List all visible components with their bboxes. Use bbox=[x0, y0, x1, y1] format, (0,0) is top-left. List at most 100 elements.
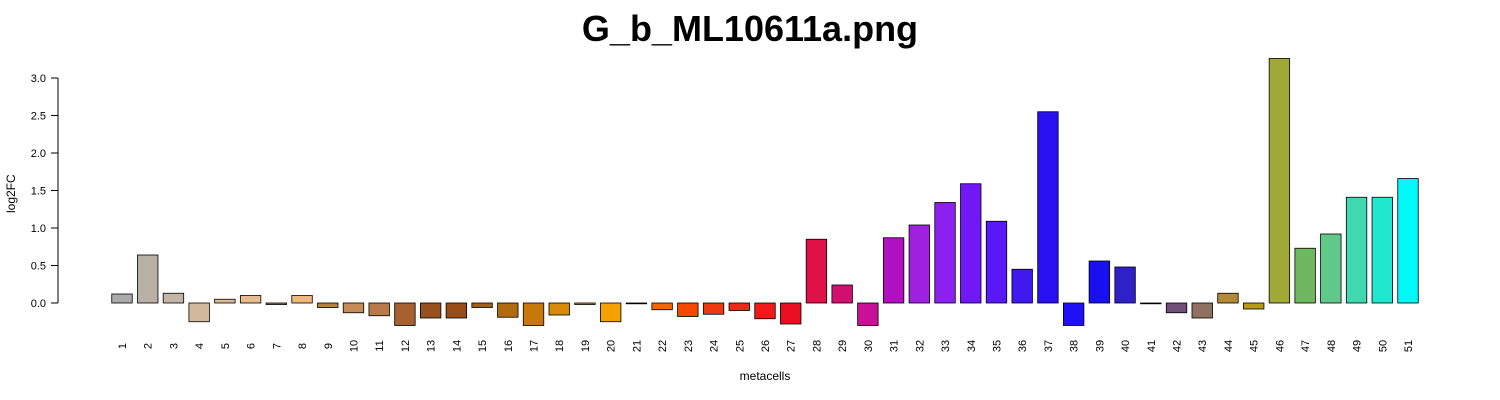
bar-30 bbox=[857, 302, 879, 326]
x-tick-label: 21 bbox=[631, 340, 643, 352]
bar-18 bbox=[548, 302, 570, 316]
bar-12 bbox=[394, 302, 416, 326]
x-tick-label: 28 bbox=[811, 340, 823, 352]
x-tick-label: 27 bbox=[786, 340, 798, 352]
bar-50 bbox=[1371, 196, 1393, 304]
x-tick-label: 32 bbox=[914, 340, 926, 352]
x-tick-label: 22 bbox=[657, 340, 669, 352]
bar-42 bbox=[1165, 302, 1188, 314]
x-tick-label: 19 bbox=[580, 340, 592, 352]
x-tick-label: 49 bbox=[1352, 340, 1364, 352]
bar-28 bbox=[805, 238, 828, 304]
bar-26 bbox=[754, 302, 776, 320]
bar-17 bbox=[522, 302, 545, 326]
x-tick-label: 12 bbox=[400, 340, 412, 352]
y-axis-label: log2FC bbox=[4, 174, 18, 213]
y-tick-label: 3.0 bbox=[31, 73, 46, 85]
bar-27 bbox=[780, 302, 802, 325]
bar-5 bbox=[214, 298, 236, 304]
bar-39 bbox=[1088, 260, 1111, 304]
x-tick-label: 1 bbox=[117, 343, 129, 349]
x-tick-label: 29 bbox=[837, 340, 849, 352]
y-tick-label: 2.5 bbox=[31, 111, 46, 123]
x-axis-label: metacells bbox=[739, 369, 791, 383]
x-tick-label: 7 bbox=[271, 343, 283, 349]
bar-46 bbox=[1268, 58, 1291, 304]
bar-34 bbox=[960, 183, 982, 304]
x-tick-label: 25 bbox=[734, 340, 746, 352]
x-tick-label: 35 bbox=[991, 340, 1003, 352]
x-tick-label: 48 bbox=[1326, 340, 1338, 352]
x-tick-label: 23 bbox=[683, 340, 695, 352]
bar-41 bbox=[1140, 302, 1162, 305]
x-tick-labels: 1 2 3 4 5 6 7 8 9 10 11 12 13 14 15 16 17 18 19 20 21 22 23 24 2… bbox=[117, 340, 1415, 352]
bar-2 bbox=[137, 254, 159, 304]
x-tick-label: 37 bbox=[1043, 340, 1055, 352]
bar-47 bbox=[1294, 247, 1316, 304]
x-tick-label: 30 bbox=[863, 340, 875, 352]
bar-36 bbox=[1011, 268, 1033, 304]
x-tick-label: 8 bbox=[297, 343, 309, 349]
x-tick-label: 24 bbox=[709, 340, 721, 352]
bar-22 bbox=[651, 302, 673, 311]
y-tick-label: 1.5 bbox=[31, 186, 46, 198]
x-tick-label: 11 bbox=[374, 340, 386, 351]
bar-6 bbox=[239, 295, 262, 304]
x-tick-label: 16 bbox=[503, 340, 515, 352]
bar-44 bbox=[1217, 292, 1239, 304]
x-tick-label: 15 bbox=[477, 340, 489, 352]
x-tick-label: 43 bbox=[1197, 340, 1209, 352]
x-tick-label: 47 bbox=[1300, 340, 1312, 352]
y-tick-label: 0.0 bbox=[31, 298, 46, 310]
x-tick-label: 2 bbox=[143, 343, 155, 349]
x-tick-label: 13 bbox=[426, 340, 438, 352]
x-tick-label: 34 bbox=[966, 340, 978, 352]
bar-13 bbox=[419, 302, 442, 319]
x-tick-label: 18 bbox=[554, 340, 566, 352]
bar-16 bbox=[497, 302, 519, 318]
bar-37 bbox=[1037, 111, 1059, 304]
x-tick-label: 41 bbox=[1146, 340, 1158, 352]
y-tick-label: 1.0 bbox=[31, 223, 46, 235]
chart-title: G_b_ML10611a.png bbox=[581, 8, 919, 49]
x-tick-label: 33 bbox=[940, 340, 952, 352]
bar-29 bbox=[831, 284, 853, 304]
bar-8 bbox=[291, 295, 313, 304]
x-tick-label: 31 bbox=[889, 340, 901, 352]
bar-14 bbox=[445, 302, 468, 319]
y-tick-label: 2.0 bbox=[31, 148, 46, 160]
bar-31 bbox=[882, 237, 905, 304]
x-tick-label: 40 bbox=[1120, 340, 1132, 352]
bar-15 bbox=[471, 302, 493, 308]
bar-48 bbox=[1320, 233, 1342, 304]
x-tick-label: 45 bbox=[1249, 340, 1261, 352]
x-tick-label: 50 bbox=[1377, 340, 1389, 352]
bar-38 bbox=[1062, 302, 1085, 326]
x-tick-label: 46 bbox=[1274, 340, 1286, 352]
x-tick-label: 4 bbox=[194, 343, 206, 349]
x-tick-label: 36 bbox=[1017, 340, 1029, 352]
bar-45 bbox=[1243, 302, 1265, 310]
bar-9 bbox=[317, 302, 339, 308]
bar-51 bbox=[1397, 178, 1419, 304]
x-tick-label: 42 bbox=[1172, 340, 1184, 352]
bar-32 bbox=[908, 224, 930, 304]
bar-40 bbox=[1114, 266, 1136, 304]
bar-3 bbox=[162, 292, 185, 304]
y-axis: 0.0 0.5 1.0 1.5 2.0 2.5 3.0 bbox=[31, 73, 59, 310]
bar-43 bbox=[1191, 302, 1213, 319]
x-tick-label: 51 bbox=[1403, 340, 1415, 352]
bar-35 bbox=[985, 220, 1008, 304]
bar-25 bbox=[728, 302, 750, 311]
bar-21 bbox=[625, 302, 648, 305]
x-tick-label: 38 bbox=[1069, 340, 1081, 352]
bars bbox=[111, 58, 1419, 326]
x-tick-label: 44 bbox=[1223, 340, 1235, 352]
bar-1 bbox=[111, 293, 133, 304]
bar-10 bbox=[342, 302, 365, 314]
x-tick-label: 6 bbox=[246, 343, 258, 349]
x-tick-label: 3 bbox=[168, 343, 180, 349]
x-tick-label: 5 bbox=[220, 343, 232, 349]
bar-11 bbox=[368, 302, 390, 317]
